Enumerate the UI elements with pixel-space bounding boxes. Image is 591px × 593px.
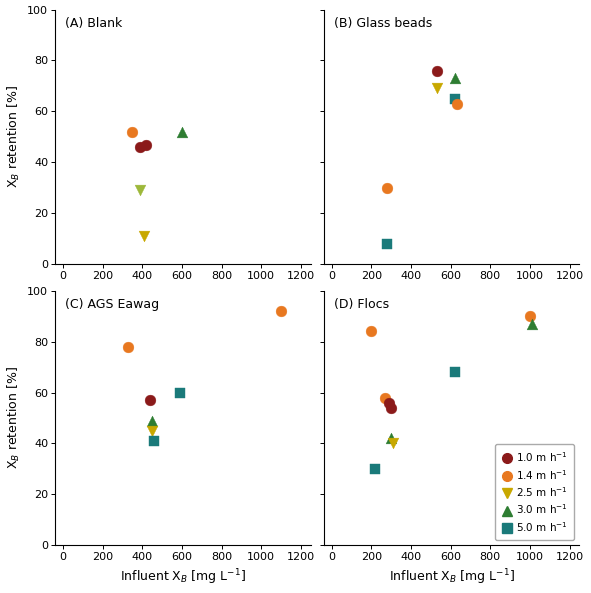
Point — [136, 186, 145, 195]
Point — [385, 398, 394, 407]
Point — [432, 66, 441, 75]
Point — [176, 388, 185, 397]
Point — [148, 416, 157, 425]
Point — [136, 142, 145, 152]
Point — [450, 94, 459, 103]
Point — [382, 183, 392, 193]
Y-axis label: X$_B$ retention [%]: X$_B$ retention [%] — [5, 366, 22, 470]
Point — [148, 426, 157, 435]
Point — [527, 319, 537, 329]
Point — [387, 433, 396, 443]
Point — [142, 140, 151, 149]
Point — [450, 368, 459, 377]
Point — [452, 99, 462, 109]
Point — [371, 464, 380, 474]
Text: (C) AGS Eawag: (C) AGS Eawag — [66, 298, 160, 311]
Point — [382, 239, 392, 248]
Point — [366, 327, 376, 336]
X-axis label: Influent X$_B$ [mg L$^{-1}$]: Influent X$_B$ [mg L$^{-1}$] — [389, 568, 515, 588]
Y-axis label: X$_B$ retention [%]: X$_B$ retention [%] — [5, 85, 22, 189]
Text: (A) Blank: (A) Blank — [66, 17, 123, 30]
Text: (D) Flocs: (D) Flocs — [334, 298, 389, 311]
Point — [145, 396, 155, 405]
Point — [139, 231, 149, 241]
Point — [388, 439, 398, 448]
Point — [277, 307, 286, 316]
Point — [150, 436, 159, 446]
Point — [450, 74, 459, 83]
Point — [128, 127, 137, 136]
Point — [387, 403, 396, 413]
Point — [381, 393, 390, 403]
Point — [177, 127, 187, 136]
Point — [124, 342, 133, 352]
Point — [432, 84, 441, 93]
Point — [525, 311, 535, 321]
Text: (B) Glass beads: (B) Glass beads — [334, 17, 432, 30]
X-axis label: Influent X$_B$ [mg L$^{-1}$]: Influent X$_B$ [mg L$^{-1}$] — [120, 568, 246, 588]
Legend: 1.0 m h$^{-1}$, 1.4 m h$^{-1}$, 2.5 m h$^{-1}$, 3.0 m h$^{-1}$, 5.0 m h$^{-1}$: 1.0 m h$^{-1}$, 1.4 m h$^{-1}$, 2.5 m h$… — [495, 444, 574, 540]
